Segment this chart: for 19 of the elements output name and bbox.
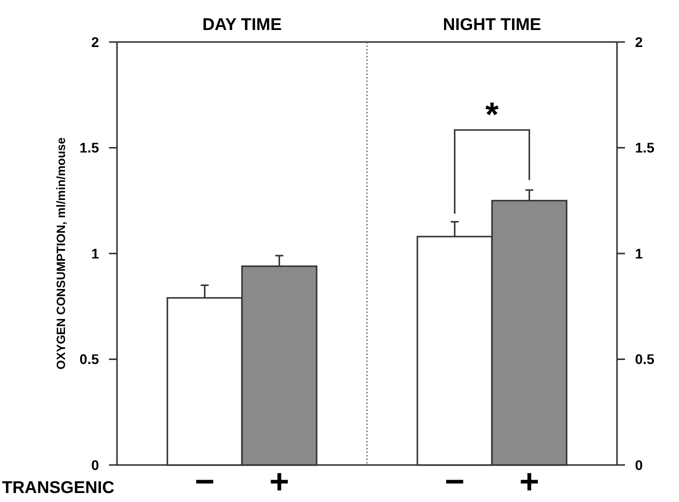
y-tick-label: 0.5 (80, 351, 100, 368)
text: TRANSGENIC (2, 478, 114, 497)
y-tick-label: 2 (91, 34, 100, 50)
y-tick-label: 0 (91, 456, 100, 473)
x-tick-label: − (194, 463, 215, 501)
y2-tick-label: 0 (635, 456, 643, 473)
x-tick-label: + (269, 463, 290, 501)
chart-title: NIGHT TIME (442, 15, 542, 34)
annotation: * (485, 96, 500, 134)
y-tick-label: 1.5 (80, 140, 100, 156)
x-tick-label: − (444, 463, 465, 501)
y-tick-label: 1 (91, 245, 100, 262)
y2-tick-label: 1.5 (635, 140, 655, 156)
y-axis-title: OXYGEN CONSUMPTION, ml/min/mouse (54, 137, 68, 370)
chart-title: DAY TIME (202, 15, 282, 34)
y2-tick-label: 2 (635, 34, 643, 50)
y2-tick-label: 1 (635, 245, 643, 262)
y2-tick-label: 0.5 (635, 351, 655, 368)
x-tick-label: + (519, 463, 540, 501)
